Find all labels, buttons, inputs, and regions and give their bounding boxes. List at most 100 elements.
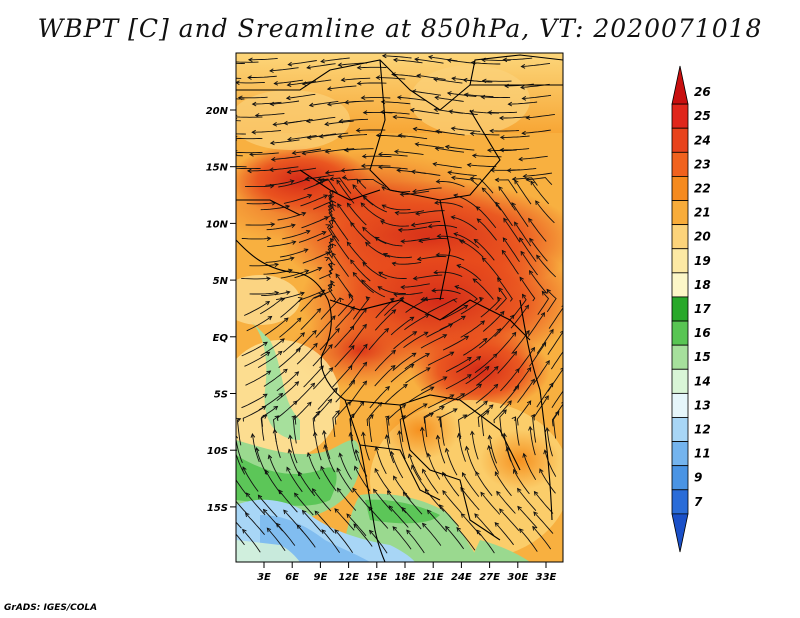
streamline <box>413 274 443 280</box>
streamline-arrow <box>270 157 276 162</box>
streamline <box>451 216 477 231</box>
streamline-arrow <box>391 349 397 355</box>
streamline <box>532 360 550 385</box>
streamline <box>408 386 434 403</box>
colorbar-label: 13 <box>694 398 711 412</box>
streamline <box>411 171 441 176</box>
streamline-arrow <box>503 217 508 223</box>
streamline-arrow <box>362 361 368 367</box>
streamline <box>472 278 494 300</box>
streamline-arrow <box>425 353 431 358</box>
streamline-arrow <box>324 256 330 262</box>
streamline <box>435 147 465 153</box>
streamline-arrow <box>449 351 455 356</box>
streamline-arrow <box>433 269 438 275</box>
streamline-arrow <box>511 202 516 207</box>
streamline <box>321 529 340 553</box>
streamline <box>462 472 480 497</box>
streamline-arrow <box>356 81 362 86</box>
streamline-arrow <box>484 365 490 371</box>
streamline-arrow <box>399 192 405 197</box>
streamline-arrow <box>520 84 525 90</box>
streamline-arrow <box>283 317 289 322</box>
streamline-arrow <box>321 529 326 534</box>
streamline-arrow <box>303 248 309 253</box>
streamline-arrow <box>283 509 288 515</box>
streamline-arrow <box>518 528 524 533</box>
streamline <box>319 328 340 351</box>
streamline-arrow <box>375 75 381 80</box>
streamline-arrow <box>502 57 508 63</box>
streamline-arrow <box>499 135 505 140</box>
streamline-arrow <box>391 72 396 77</box>
streamline-arrow <box>470 430 475 436</box>
streamline-arrow <box>339 297 344 303</box>
streamline-arrow <box>331 315 336 321</box>
streamline <box>279 248 308 258</box>
streamline <box>511 202 529 228</box>
streamline-arrow <box>498 186 503 191</box>
streamline <box>236 133 246 135</box>
streamline <box>536 255 557 278</box>
streamline <box>422 523 442 546</box>
streamline-arrow <box>499 310 505 316</box>
streamline <box>287 80 317 86</box>
streamline-arrow <box>464 335 470 341</box>
streamline <box>289 435 298 464</box>
streamline <box>490 130 519 132</box>
streamline <box>261 291 290 297</box>
streamline-arrow <box>291 415 297 420</box>
lon-tick-label: 27E <box>479 572 500 583</box>
streamline <box>478 328 501 349</box>
streamline-arrow <box>421 468 427 474</box>
streamline-arrow <box>435 434 441 440</box>
streamline <box>305 174 334 180</box>
streamline-arrow <box>541 341 547 347</box>
streamline-arrow <box>442 471 447 477</box>
streamline-arrow <box>480 94 486 100</box>
streamline-arrow <box>337 134 343 139</box>
streamline <box>551 403 563 427</box>
colorbar-label: 16 <box>694 326 711 340</box>
streamline-arrow <box>377 152 383 157</box>
streamline <box>496 491 516 514</box>
streamline-arrow <box>386 490 392 496</box>
streamline <box>276 292 305 301</box>
streamline <box>467 164 497 168</box>
streamline-arrow <box>410 169 416 175</box>
streamline <box>278 489 298 513</box>
streamline-arrow <box>458 239 464 244</box>
colorbar-label: 15 <box>694 350 711 364</box>
streamline <box>277 212 306 221</box>
streamline-arrow <box>385 386 390 391</box>
streamline <box>384 384 408 404</box>
streamline-arrow <box>456 263 462 269</box>
streamline-arrow <box>306 451 312 457</box>
streamline <box>296 343 318 365</box>
streamline <box>496 332 517 355</box>
streamline-arrow <box>362 226 367 232</box>
streamline-arrow <box>332 234 337 240</box>
streamline <box>270 139 300 144</box>
streamline-arrow <box>265 351 271 357</box>
streamline <box>339 453 352 480</box>
streamline <box>412 90 441 96</box>
streamline <box>402 403 428 420</box>
streamline <box>488 435 498 464</box>
streamline <box>439 315 466 331</box>
streamline <box>258 494 278 518</box>
streamline-arrow <box>397 227 403 233</box>
streamline-arrow <box>321 231 327 236</box>
streamline <box>269 67 299 72</box>
streamline <box>244 185 274 188</box>
streamline-arrow <box>487 434 493 440</box>
streamline <box>280 297 303 318</box>
streamline-arrow <box>427 223 433 229</box>
streamline-arrow <box>495 201 500 207</box>
streamline <box>265 257 294 263</box>
streamline-arrow <box>369 414 374 419</box>
streamline-arrow <box>514 179 519 185</box>
streamline <box>434 202 464 208</box>
streamline-arrow <box>308 102 314 108</box>
streamline-arrow <box>337 203 342 208</box>
